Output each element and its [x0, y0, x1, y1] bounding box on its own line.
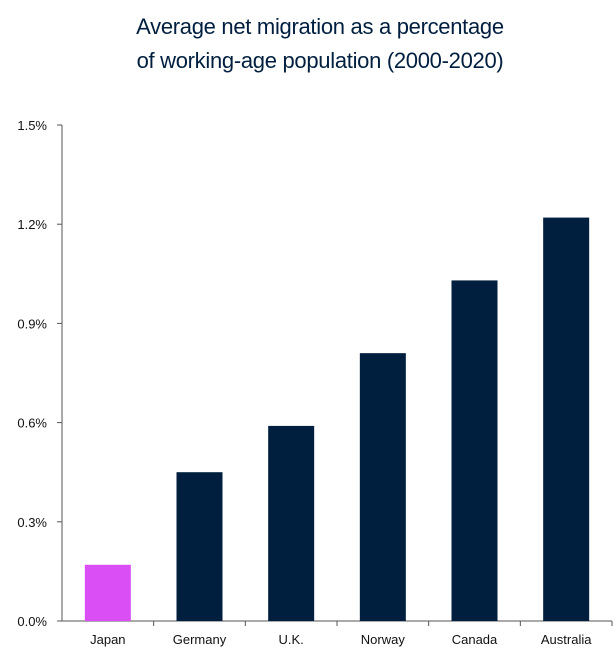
y-tick-label: 0.3% — [17, 515, 47, 530]
bar-canada — [451, 280, 498, 621]
y-tick-label: 1.2% — [17, 217, 47, 232]
x-category-label: Germany — [173, 632, 227, 647]
chart-title-line-1: Average net migration as a percentage — [136, 14, 504, 39]
y-tick-label: 1.5% — [17, 118, 47, 133]
x-category-label: Japan — [90, 632, 125, 647]
chart-title: Average net migration as a percentage of… — [0, 10, 616, 78]
bar-australia — [543, 217, 590, 621]
x-category-label: Norway — [361, 632, 406, 647]
x-category-label: U.K. — [279, 632, 304, 647]
chart-title-line-2: of working-age population (2000-2020) — [136, 48, 504, 73]
bar-germany — [176, 472, 223, 621]
bar-norway — [359, 353, 406, 621]
bar-japan — [84, 564, 131, 621]
y-tick-label: 0.9% — [17, 316, 47, 331]
y-tick-label: 0.6% — [17, 416, 47, 431]
y-tick-label: 0.0% — [17, 614, 47, 629]
x-category-label: Canada — [452, 632, 498, 647]
x-category-label: Australia — [541, 632, 592, 647]
bar-u-k — [268, 425, 315, 621]
